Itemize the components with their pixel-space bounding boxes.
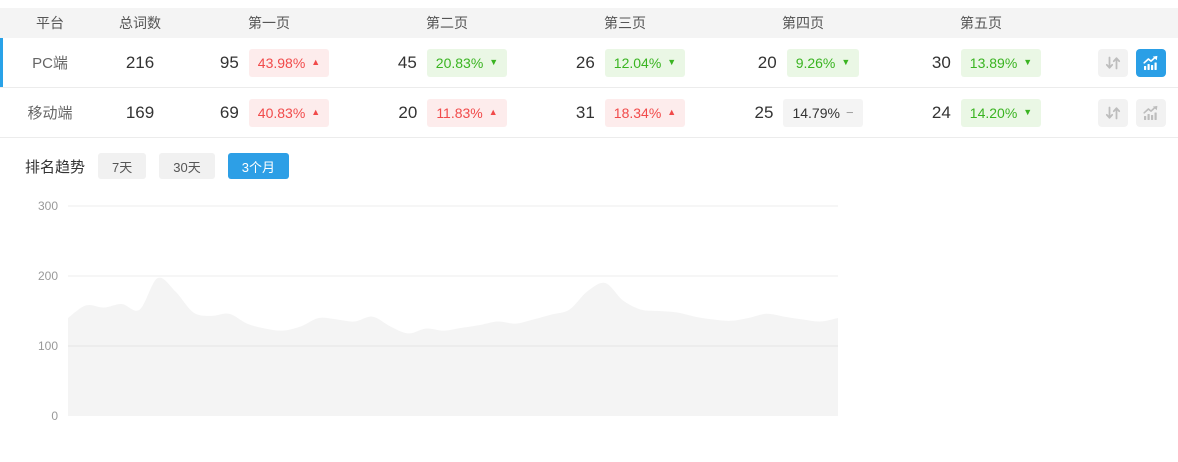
table-row[interactable]: 移动端 169 69 40.83% ▲ 20 11.83% ▲ 31 18.34% ▲ 25 14.79… (0, 88, 1178, 138)
platform-label: PC端 (32, 55, 68, 72)
page-cell: 20 9.26% ▼ (714, 48, 892, 77)
header-page-5: 第五页 (960, 15, 1002, 31)
change-pct: 40.83% (257, 104, 306, 121)
page-count: 95 (219, 52, 239, 72)
change-badge: 14.20% ▼ (960, 98, 1042, 127)
up-arrow-icon: ▲ (311, 57, 321, 67)
sort-arrows-icon (1105, 56, 1121, 69)
page-count: 25 (754, 102, 774, 122)
trend-chart-icon (1143, 55, 1158, 70)
page-count: 31 (575, 102, 595, 122)
change-badge: 20.83% ▼ (426, 48, 508, 77)
up-arrow-icon: ▲ (667, 107, 677, 117)
up-arrow-icon: ▲ (488, 107, 498, 117)
change-pct: 9.26% (795, 54, 836, 71)
change-badge: 18.34% ▲ (604, 98, 686, 127)
page-count: 20 (398, 102, 418, 122)
change-badge: 12.04% ▼ (604, 48, 686, 77)
total-words-value: 169 (125, 102, 155, 122)
page-cell: 69 40.83% ▲ (180, 98, 358, 127)
page-cell: 31 18.34% ▲ (536, 98, 714, 127)
sort-rank-button[interactable] (1098, 98, 1128, 127)
platform-rank-table: 平台 总词数 第一页 第二页 第三页 第四页 第五页 PC端 216 95 43.98% ▲ 45 20… (0, 8, 1178, 138)
header-platform: 平台 (36, 15, 64, 31)
down-arrow-icon: ▼ (489, 57, 499, 67)
table-row[interactable]: PC端 216 95 43.98% ▲ 45 20.83% ▼ 26 12.04% ▼ 20 9.26%… (0, 38, 1178, 88)
flat-arrow-icon: − (845, 105, 854, 120)
total-words-value: 216 (125, 52, 155, 72)
trend-chart-icon (1143, 105, 1158, 120)
page-count: 24 (931, 102, 951, 122)
platform-label: 移动端 (27, 105, 73, 122)
page-cell: 24 14.20% ▼ (892, 98, 1070, 127)
y-axis-label: 300 (38, 199, 58, 213)
show-chart-button[interactable] (1136, 98, 1166, 127)
trend-tab-3个月[interactable]: 3个月 (227, 153, 289, 179)
area-fill (68, 277, 838, 416)
change-pct: 14.20% (969, 104, 1018, 121)
page-cell: 45 20.83% ▼ (358, 48, 536, 77)
change-badge: 43.98% ▲ (248, 48, 330, 77)
page-cell: 30 13.89% ▼ (892, 48, 1070, 77)
row-actions (1070, 98, 1178, 127)
trend-tab-30天[interactable]: 30天 (159, 153, 215, 179)
sort-arrows-icon (1105, 106, 1121, 119)
y-axis-label: 200 (38, 269, 58, 283)
trend-toolbar: 排名趋势 7天 30天 3个月 (25, 153, 1178, 179)
page-cell: 95 43.98% ▲ (180, 48, 358, 77)
sort-rank-button[interactable] (1098, 48, 1128, 77)
down-arrow-icon: ▼ (1023, 107, 1033, 117)
page-cell: 26 12.04% ▼ (536, 48, 714, 77)
change-badge: 13.89% ▼ (960, 48, 1042, 77)
trend-tab-7天[interactable]: 7天 (98, 153, 147, 179)
table-body: PC端 216 95 43.98% ▲ 45 20.83% ▼ 26 12.04% ▼ 20 9.26%… (0, 38, 1178, 138)
header-page-1: 第一页 (248, 15, 290, 31)
change-pct: 43.98% (257, 54, 306, 71)
y-axis-label: 0 (51, 409, 58, 423)
change-pct: 11.83% (436, 104, 483, 121)
page-count: 69 (219, 102, 239, 122)
page-count: 26 (575, 52, 595, 72)
change-badge: 14.79% − (783, 98, 863, 127)
header-page-4: 第四页 (782, 15, 824, 31)
page-distribution-donut-chart (840, 186, 1178, 440)
row-actions (1070, 48, 1178, 77)
change-pct: 20.83% (435, 54, 484, 71)
rank-trend-line-chart: 0 100 200 300 (38, 199, 838, 423)
keyword-rank-panel: 平台 总词数 第一页 第二页 第三页 第四页 第五页 PC端 216 95 43.98% ▲ 45 20… (0, 8, 1178, 423)
page-cell: 20 11.83% ▲ (358, 98, 536, 127)
change-badge: 11.83% ▲ (427, 98, 507, 127)
trend-section-title: 排名趋势 (25, 158, 86, 176)
table-header-row: 平台 总词数 第一页 第二页 第三页 第四页 第五页 (0, 8, 1178, 38)
down-arrow-icon: ▼ (1023, 57, 1033, 67)
change-badge: 40.83% ▲ (248, 98, 330, 127)
page-count: 20 (757, 52, 777, 72)
header-total: 总词数 (119, 15, 161, 31)
change-pct: 13.89% (969, 54, 1018, 71)
y-axis-label: 100 (38, 339, 58, 353)
page-count: 45 (397, 52, 417, 72)
page-count: 30 (931, 52, 951, 72)
trend-range-tabs: 7天 30天 3个月 (98, 153, 289, 179)
down-arrow-icon: ▼ (841, 57, 851, 67)
page-cell: 25 14.79% − (714, 98, 892, 127)
show-chart-button[interactable] (1136, 48, 1166, 77)
change-pct: 12.04% (613, 54, 662, 71)
change-badge: 9.26% ▼ (786, 48, 860, 77)
header-page-3: 第三页 (604, 15, 646, 31)
change-pct: 18.34% (613, 104, 662, 121)
up-arrow-icon: ▲ (311, 107, 321, 117)
change-pct: 14.79% (792, 104, 840, 121)
down-arrow-icon: ▼ (667, 57, 677, 67)
header-page-2: 第二页 (426, 15, 468, 31)
